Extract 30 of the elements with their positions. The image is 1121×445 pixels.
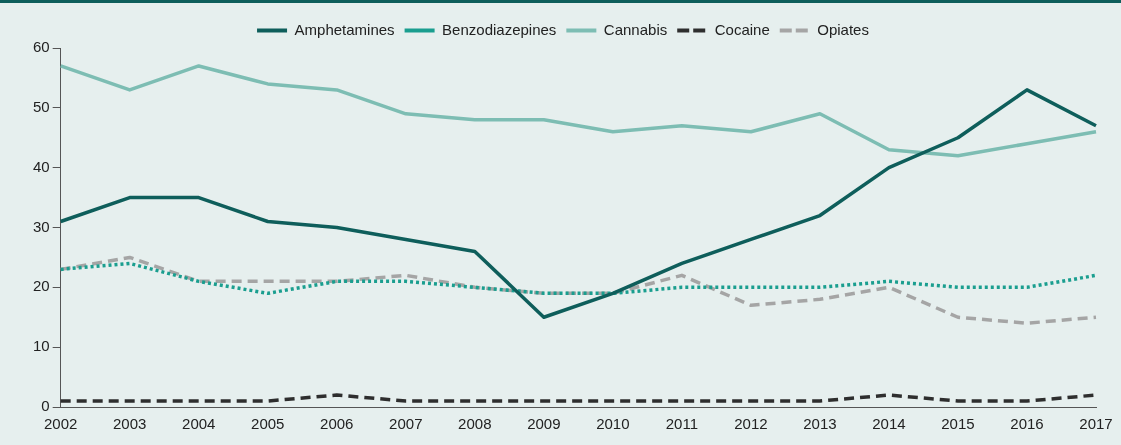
y-tick-label: 10 [33, 337, 50, 355]
x-tick-label: 2002 [44, 415, 78, 433]
x-tick-label: 2007 [389, 415, 423, 433]
x-tick-label: 2005 [251, 415, 285, 433]
y-tick-label: 30 [33, 217, 50, 235]
line-series [58, 261, 1098, 296]
x-tick-label: 2016 [1010, 415, 1044, 433]
x-tick-label: 2014 [872, 415, 906, 433]
x-tick-label: 2003 [113, 415, 147, 433]
legend-label: Amphetamines [294, 20, 395, 38]
legend-label: Benzodiazepines [442, 20, 557, 38]
legend-label: Opiates [817, 20, 869, 38]
legend-label: Cannabis [603, 20, 668, 38]
y-tick-label: 0 [41, 397, 50, 415]
y-tick-label: 50 [33, 97, 50, 115]
x-tick-label: 2008 [458, 415, 492, 433]
x-tick-label: 2006 [320, 415, 354, 433]
x-tick-label: 2009 [527, 415, 561, 433]
x-tick-label: 2015 [941, 415, 975, 433]
x-tick-label: 2004 [182, 415, 216, 433]
x-tick-label: 2010 [596, 415, 630, 433]
x-tick-label: 2012 [734, 415, 768, 433]
y-tick-label: 60 [33, 38, 50, 56]
x-tick-label: 2013 [803, 415, 837, 433]
y-tick-label: 40 [33, 157, 50, 175]
y-tick-label: 20 [33, 277, 50, 295]
x-tick-label: 2011 [665, 415, 699, 433]
x-tick-label: 2017 [1079, 415, 1113, 433]
line-series [58, 255, 1098, 325]
legend-label: Cocaine [714, 20, 770, 38]
